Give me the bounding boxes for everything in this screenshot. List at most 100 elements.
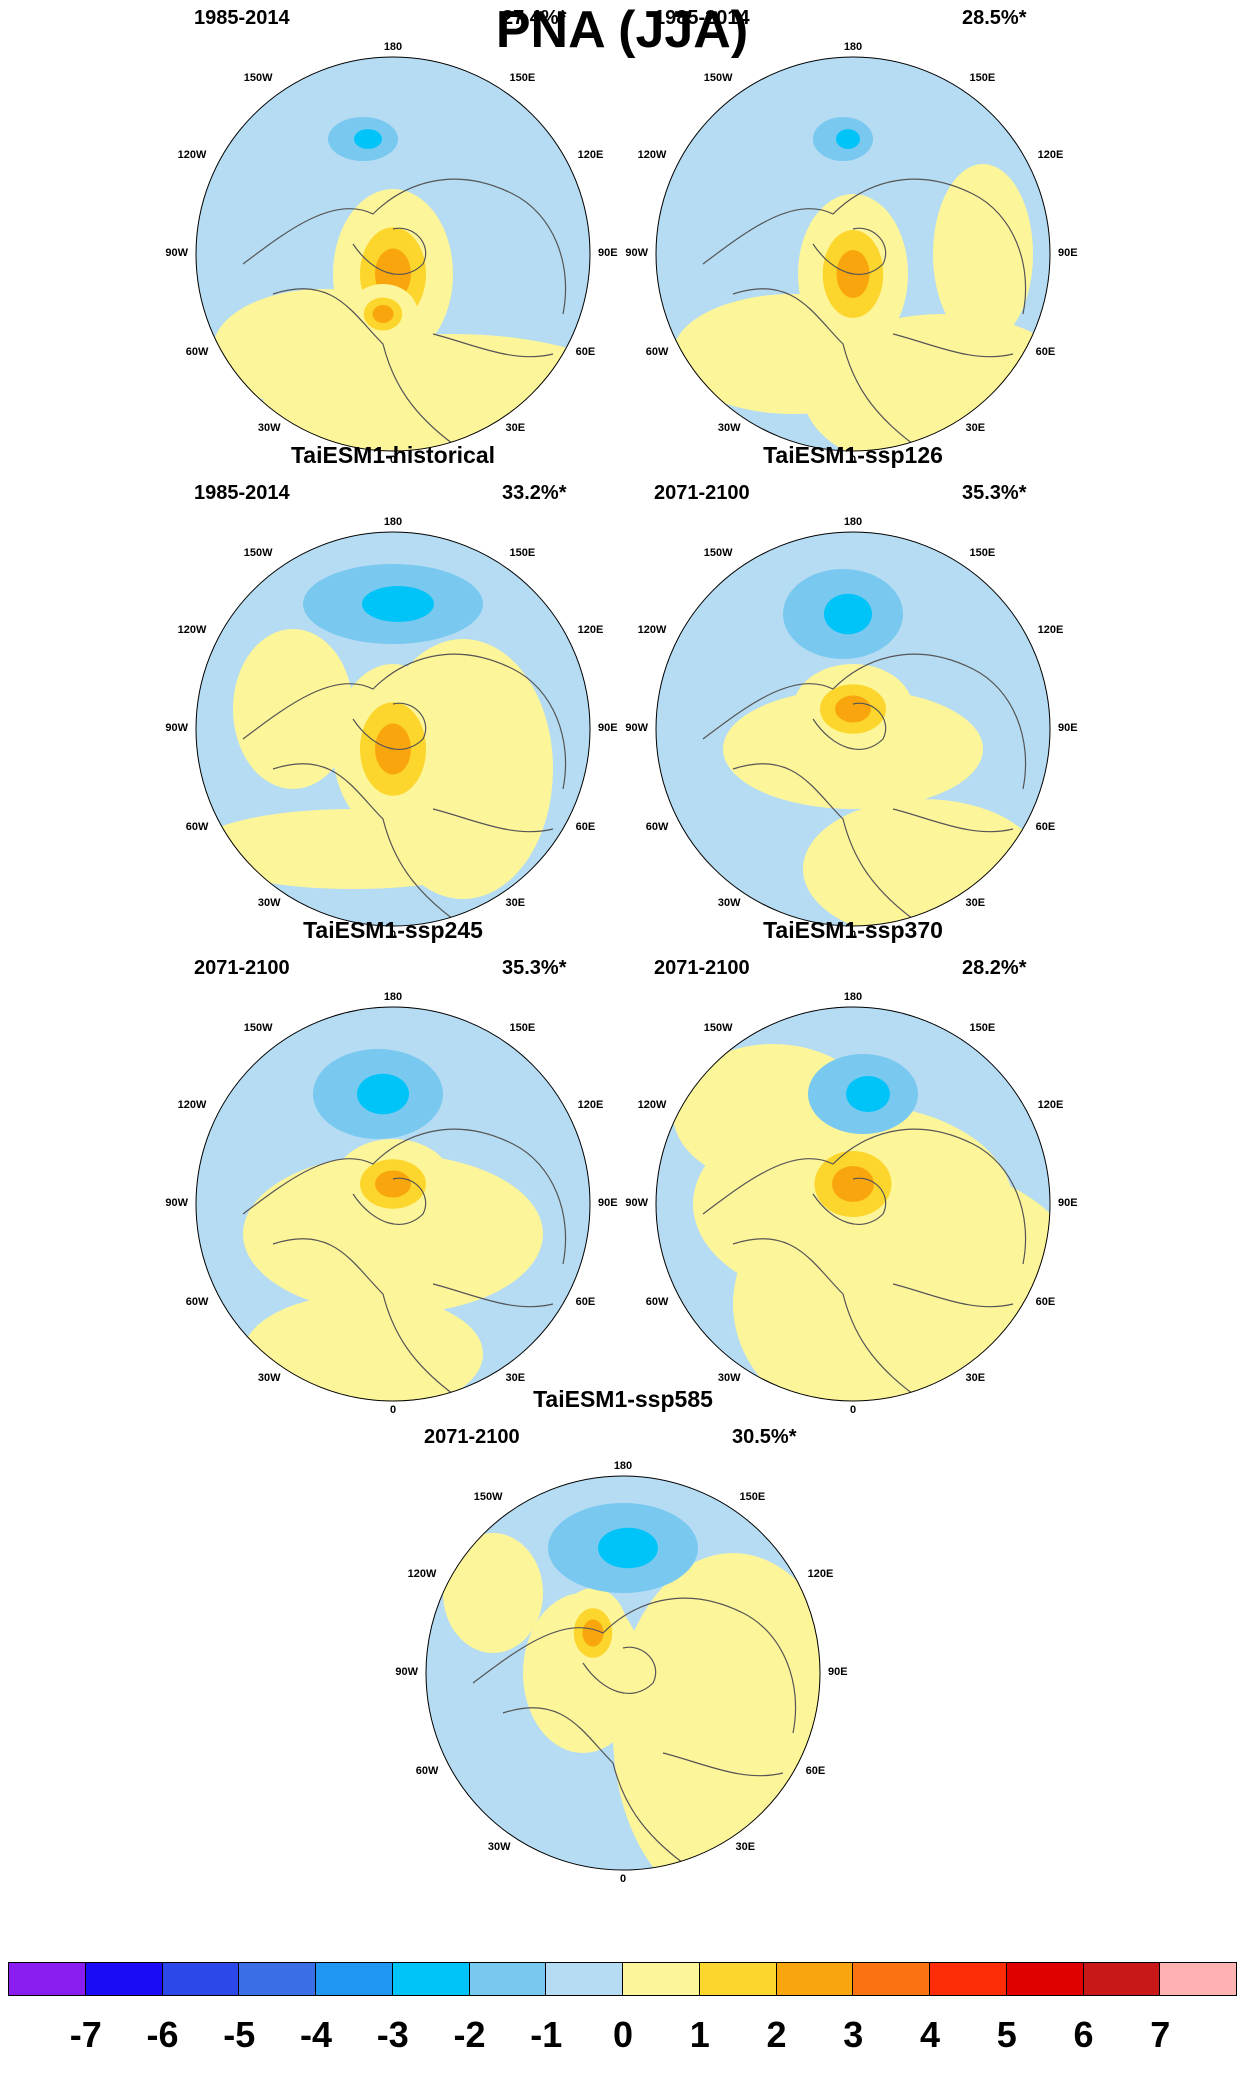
longitude-label: 0 — [849, 1404, 857, 1416]
longitude-label: 0 — [849, 929, 857, 941]
map-boundary — [195, 531, 591, 927]
colorbar-bin — [775, 1962, 854, 1996]
longitude-label: 150W — [243, 72, 273, 85]
longitude-label: 30W — [487, 1840, 511, 1853]
negative-anomaly-core — [824, 593, 872, 635]
map-boundary — [195, 56, 591, 452]
panel-title: TaiESM1-ssp245 — [303, 917, 483, 943]
longitude-label: 30W — [257, 1371, 281, 1384]
longitude-label: 150W — [703, 547, 733, 560]
colorbar-bin — [545, 1962, 623, 1996]
panel-period: 2071-2100 — [424, 1426, 520, 1448]
colorbar-tick-label: -6 — [146, 2014, 179, 2055]
longitude-label: 150E — [509, 1022, 536, 1035]
colorbar-tick-label: 5 — [996, 2014, 1017, 2055]
negative-anomaly-core — [598, 1527, 658, 1569]
longitude-label: 90W — [165, 722, 188, 734]
positive-anomaly-region — [443, 1533, 543, 1653]
longitude-label: 180 — [383, 41, 403, 53]
longitude-label: 60W — [415, 1764, 439, 1777]
panel-title: TaiESM1-ssp370 — [763, 917, 943, 943]
colorbar-bin — [238, 1962, 316, 1996]
negative-anomaly-core — [354, 129, 382, 149]
longitude-label: 90E — [1058, 722, 1078, 734]
colorbar — [8, 1962, 1237, 1996]
longitude-label: 60W — [645, 820, 669, 833]
longitude-label: 0 — [619, 1873, 627, 1885]
longitude-label: 180 — [383, 516, 403, 528]
longitude-label: 120E — [1037, 148, 1064, 161]
panel-title: TaiESM1-ssp126 — [763, 442, 943, 468]
colorbar-bin — [1082, 1962, 1161, 1996]
colorbar-bin — [8, 1962, 86, 1996]
longitude-label: 120W — [637, 623, 667, 636]
longitude-label: 90W — [165, 1197, 188, 1209]
positive-anomaly-max — [582, 1619, 604, 1647]
longitude-label: 30E — [505, 1371, 526, 1384]
longitude-label: 30W — [257, 421, 281, 434]
longitude-label: 120E — [807, 1567, 834, 1580]
longitude-label: 150W — [703, 72, 733, 85]
longitude-label: 60W — [185, 1295, 209, 1308]
colorbar-bin — [1005, 1962, 1084, 1996]
polar-map — [655, 56, 1051, 452]
longitude-label: 90E — [598, 1197, 618, 1209]
polar-map — [195, 1006, 591, 1402]
longitude-label: 30W — [257, 896, 281, 909]
colorbar-tick-label: -1 — [530, 2014, 563, 2055]
longitude-label: 0 — [389, 929, 397, 941]
coastline — [472, 1597, 797, 1864]
map-boundary — [655, 531, 1051, 927]
colorbar-tick-label: -7 — [69, 2014, 102, 2055]
longitude-label: 60E — [805, 1764, 826, 1777]
longitude-label: 120W — [637, 1098, 667, 1111]
polar-map — [195, 531, 591, 927]
colorbar-tick-label: 2 — [766, 2014, 787, 2055]
colorbar-tick-label: 6 — [1073, 2014, 1094, 2055]
longitude-label: 60W — [185, 820, 209, 833]
longitude-label: 30W — [717, 1371, 741, 1384]
colorbar-bin — [852, 1962, 930, 1996]
longitude-label: 90W — [625, 722, 648, 734]
longitude-label: 150E — [509, 547, 536, 560]
longitude-label: 120W — [177, 623, 207, 636]
longitude-label: 120E — [577, 148, 604, 161]
longitude-label: 120E — [577, 623, 604, 636]
longitude-label: 120W — [177, 1098, 207, 1111]
longitude-label: 60W — [645, 345, 669, 358]
coastline — [242, 653, 567, 920]
negative-anomaly-core — [836, 129, 860, 149]
longitude-label: 30E — [965, 1371, 986, 1384]
longitude-label: 150W — [473, 1491, 503, 1504]
positive-anomaly-max — [375, 1170, 411, 1198]
longitude-label: 120E — [1037, 623, 1064, 636]
longitude-label: 60E — [575, 820, 596, 833]
positive-anomaly-region — [196, 809, 513, 889]
map-boundary — [655, 56, 1051, 452]
positive-anomaly-region — [233, 629, 353, 789]
colorbar-bin — [698, 1962, 777, 1996]
longitude-label: 60E — [575, 345, 596, 358]
longitude-label: 60E — [1035, 1295, 1056, 1308]
positive-anomaly-max — [835, 695, 871, 723]
panel-title: TaiESM1-ssp585 — [533, 1386, 713, 1412]
longitude-label: 120W — [407, 1567, 437, 1580]
longitude-label: 180 — [383, 991, 403, 1003]
map-boundary — [195, 1006, 591, 1402]
polar-map — [655, 1006, 1051, 1402]
coastline — [242, 178, 567, 445]
panel-period: 1985-2014 — [194, 7, 290, 29]
longitude-label: 150W — [703, 1022, 733, 1035]
map-boundary — [425, 1475, 821, 1871]
positive-anomaly-region — [243, 1154, 543, 1314]
coastline — [702, 653, 1027, 920]
colorbar-bin — [622, 1962, 700, 1996]
coastline — [242, 1128, 567, 1395]
panel-variance: 30.5%* — [732, 1426, 797, 1448]
longitude-label: 60E — [1035, 820, 1056, 833]
positive-anomaly-max — [832, 1166, 874, 1202]
polar-map — [425, 1475, 821, 1871]
colorbar-tick-label: 4 — [919, 2014, 941, 2055]
colorbar-tick-label: 7 — [1150, 2014, 1171, 2055]
negative-anomaly-core — [362, 586, 434, 622]
